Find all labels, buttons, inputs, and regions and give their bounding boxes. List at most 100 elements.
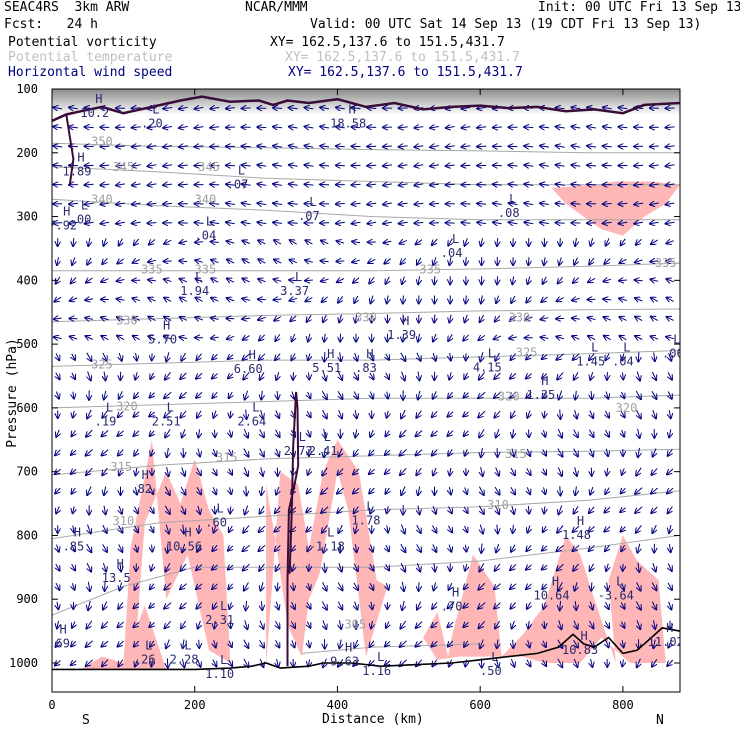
x-axis-right-end: N — [656, 713, 664, 728]
wind-arrow — [478, 582, 486, 590]
wind-arrow — [529, 429, 530, 438]
wind-arrow — [430, 127, 439, 129]
wind-arrow — [415, 640, 423, 647]
wind-arrow — [466, 295, 467, 304]
wind-arrow — [669, 352, 672, 361]
wind-arrow — [355, 352, 358, 361]
pv-extremum-value: 3.37 — [280, 284, 309, 298]
wind-arrow — [117, 280, 125, 282]
wind-arrow — [354, 563, 358, 571]
wind-arrow — [556, 146, 565, 148]
wind-arrow — [56, 353, 59, 360]
wind-arrow — [150, 525, 153, 532]
wind-arrow — [165, 486, 169, 495]
wind-arrow — [526, 296, 531, 302]
wind-arrow — [260, 620, 264, 629]
wind-arrow — [321, 241, 329, 244]
wind-arrow — [512, 505, 514, 514]
pv-extremum-value: .04 — [612, 355, 634, 369]
wind-arrow — [418, 486, 420, 496]
wind-arrow — [324, 352, 325, 361]
wind-arrow — [370, 391, 373, 399]
wind-arrow — [338, 601, 342, 610]
wind-arrow — [463, 412, 468, 417]
wind-arrow — [635, 506, 643, 513]
wind-arrow — [273, 165, 282, 167]
wind-arrow — [307, 602, 310, 609]
wind-arrow — [622, 353, 624, 361]
pv-extremum-value: 1.39 — [387, 328, 416, 342]
pv-fill-region-2 — [266, 439, 388, 667]
theta-contour-305 — [52, 534, 680, 616]
wind-arrow — [276, 639, 280, 647]
wind-arrow — [603, 146, 612, 147]
wind-arrow — [575, 390, 576, 400]
wind-arrow — [401, 352, 406, 361]
wind-arrow — [210, 108, 220, 109]
wind-arrow — [558, 639, 563, 648]
wind-arrow — [399, 222, 408, 223]
wind-arrow — [258, 240, 266, 244]
wind-arrow — [213, 659, 217, 667]
pv-extremum-marker: H — [666, 621, 673, 635]
wind-arrow — [370, 429, 373, 437]
wind-arrow — [666, 165, 675, 167]
wind-arrow — [199, 524, 200, 533]
wind-arrow — [132, 165, 141, 167]
pv-extremum-value: 13.5 — [102, 571, 131, 585]
wind-arrow — [324, 562, 325, 572]
wind-arrow — [56, 429, 59, 437]
wind-arrow — [260, 371, 264, 380]
wind-arrow — [134, 449, 138, 455]
wind-arrow — [337, 506, 344, 513]
wind-arrow — [589, 257, 594, 264]
wind-arrow — [135, 659, 138, 667]
wind-arrow — [496, 658, 498, 668]
wind-arrow — [229, 449, 232, 455]
wind-arrow — [324, 447, 326, 457]
wind-arrow — [308, 659, 309, 667]
wind-arrow — [195, 260, 204, 262]
pv-contour-2 — [286, 391, 300, 667]
wind-arrow — [528, 506, 529, 514]
wind-arrow — [289, 203, 298, 204]
wind-arrow — [479, 562, 483, 571]
wind-arrow — [276, 371, 279, 380]
wind-arrow — [524, 146, 534, 147]
wind-arrow — [182, 543, 185, 552]
wind-arrow — [244, 467, 248, 476]
wind-arrow — [414, 165, 424, 167]
wind-arrow — [180, 602, 187, 609]
wind-arrow — [417, 352, 421, 361]
wind-arrow — [604, 527, 611, 532]
wind-arrow — [526, 353, 532, 359]
y-tick-label: 100 — [16, 82, 38, 96]
pv-extremum-value: 5.70 — [148, 332, 177, 346]
wind-arrow — [544, 506, 545, 514]
wind-arrow — [307, 544, 310, 551]
wind-arrow — [148, 165, 157, 167]
wind-arrow — [150, 393, 155, 398]
wind-arrow — [150, 640, 154, 647]
wind-arrow — [434, 314, 435, 323]
wind-arrow — [400, 429, 407, 437]
wind-arrow — [587, 184, 597, 185]
wind-arrow — [305, 280, 313, 281]
wind-arrow — [354, 639, 357, 648]
wind-arrow — [258, 259, 266, 263]
wind-arrow — [466, 257, 467, 265]
wind-arrow — [197, 544, 201, 552]
wind-arrow — [634, 203, 644, 204]
wind-arrow — [104, 505, 106, 515]
wind-arrow — [496, 429, 499, 437]
pv-extremum-value: 1.78 — [352, 513, 381, 527]
wind-arrow — [229, 468, 232, 475]
wind-arrow — [418, 276, 420, 284]
wind-arrow — [226, 203, 235, 204]
wind-arrow — [291, 544, 296, 551]
wind-arrow — [260, 658, 263, 667]
wind-arrow — [636, 238, 642, 245]
wind-arrow — [132, 127, 141, 128]
pv-extremum-marker: H — [74, 526, 81, 540]
